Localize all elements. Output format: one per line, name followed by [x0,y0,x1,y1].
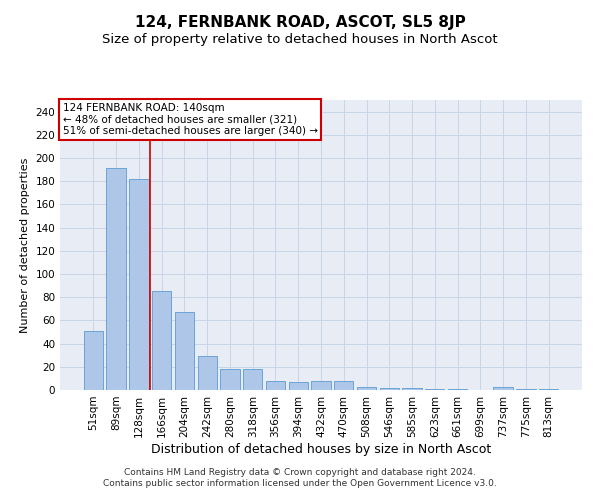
Bar [311,380,331,390]
Bar [197,356,217,390]
Bar [539,389,558,390]
Bar [152,292,172,390]
Text: 124, FERNBANK ROAD, ASCOT, SL5 8JP: 124, FERNBANK ROAD, ASCOT, SL5 8JP [134,15,466,30]
Bar [243,369,262,390]
Bar [380,388,399,390]
Bar [403,388,422,390]
Bar [357,386,376,390]
Bar [289,382,308,390]
Bar [493,386,513,390]
Bar [448,389,467,390]
Bar [175,312,194,390]
Y-axis label: Number of detached properties: Number of detached properties [20,158,30,332]
Text: Size of property relative to detached houses in North Ascot: Size of property relative to detached ho… [102,32,498,46]
Bar [334,380,353,390]
Bar [84,331,103,390]
Bar [129,179,149,390]
Bar [425,389,445,390]
Bar [516,389,536,390]
X-axis label: Distribution of detached houses by size in North Ascot: Distribution of detached houses by size … [151,442,491,456]
Bar [220,369,239,390]
Text: Contains HM Land Registry data © Crown copyright and database right 2024.
Contai: Contains HM Land Registry data © Crown c… [103,468,497,487]
Text: 124 FERNBANK ROAD: 140sqm
← 48% of detached houses are smaller (321)
51% of semi: 124 FERNBANK ROAD: 140sqm ← 48% of detac… [62,103,317,136]
Bar [266,380,285,390]
Bar [106,168,126,390]
